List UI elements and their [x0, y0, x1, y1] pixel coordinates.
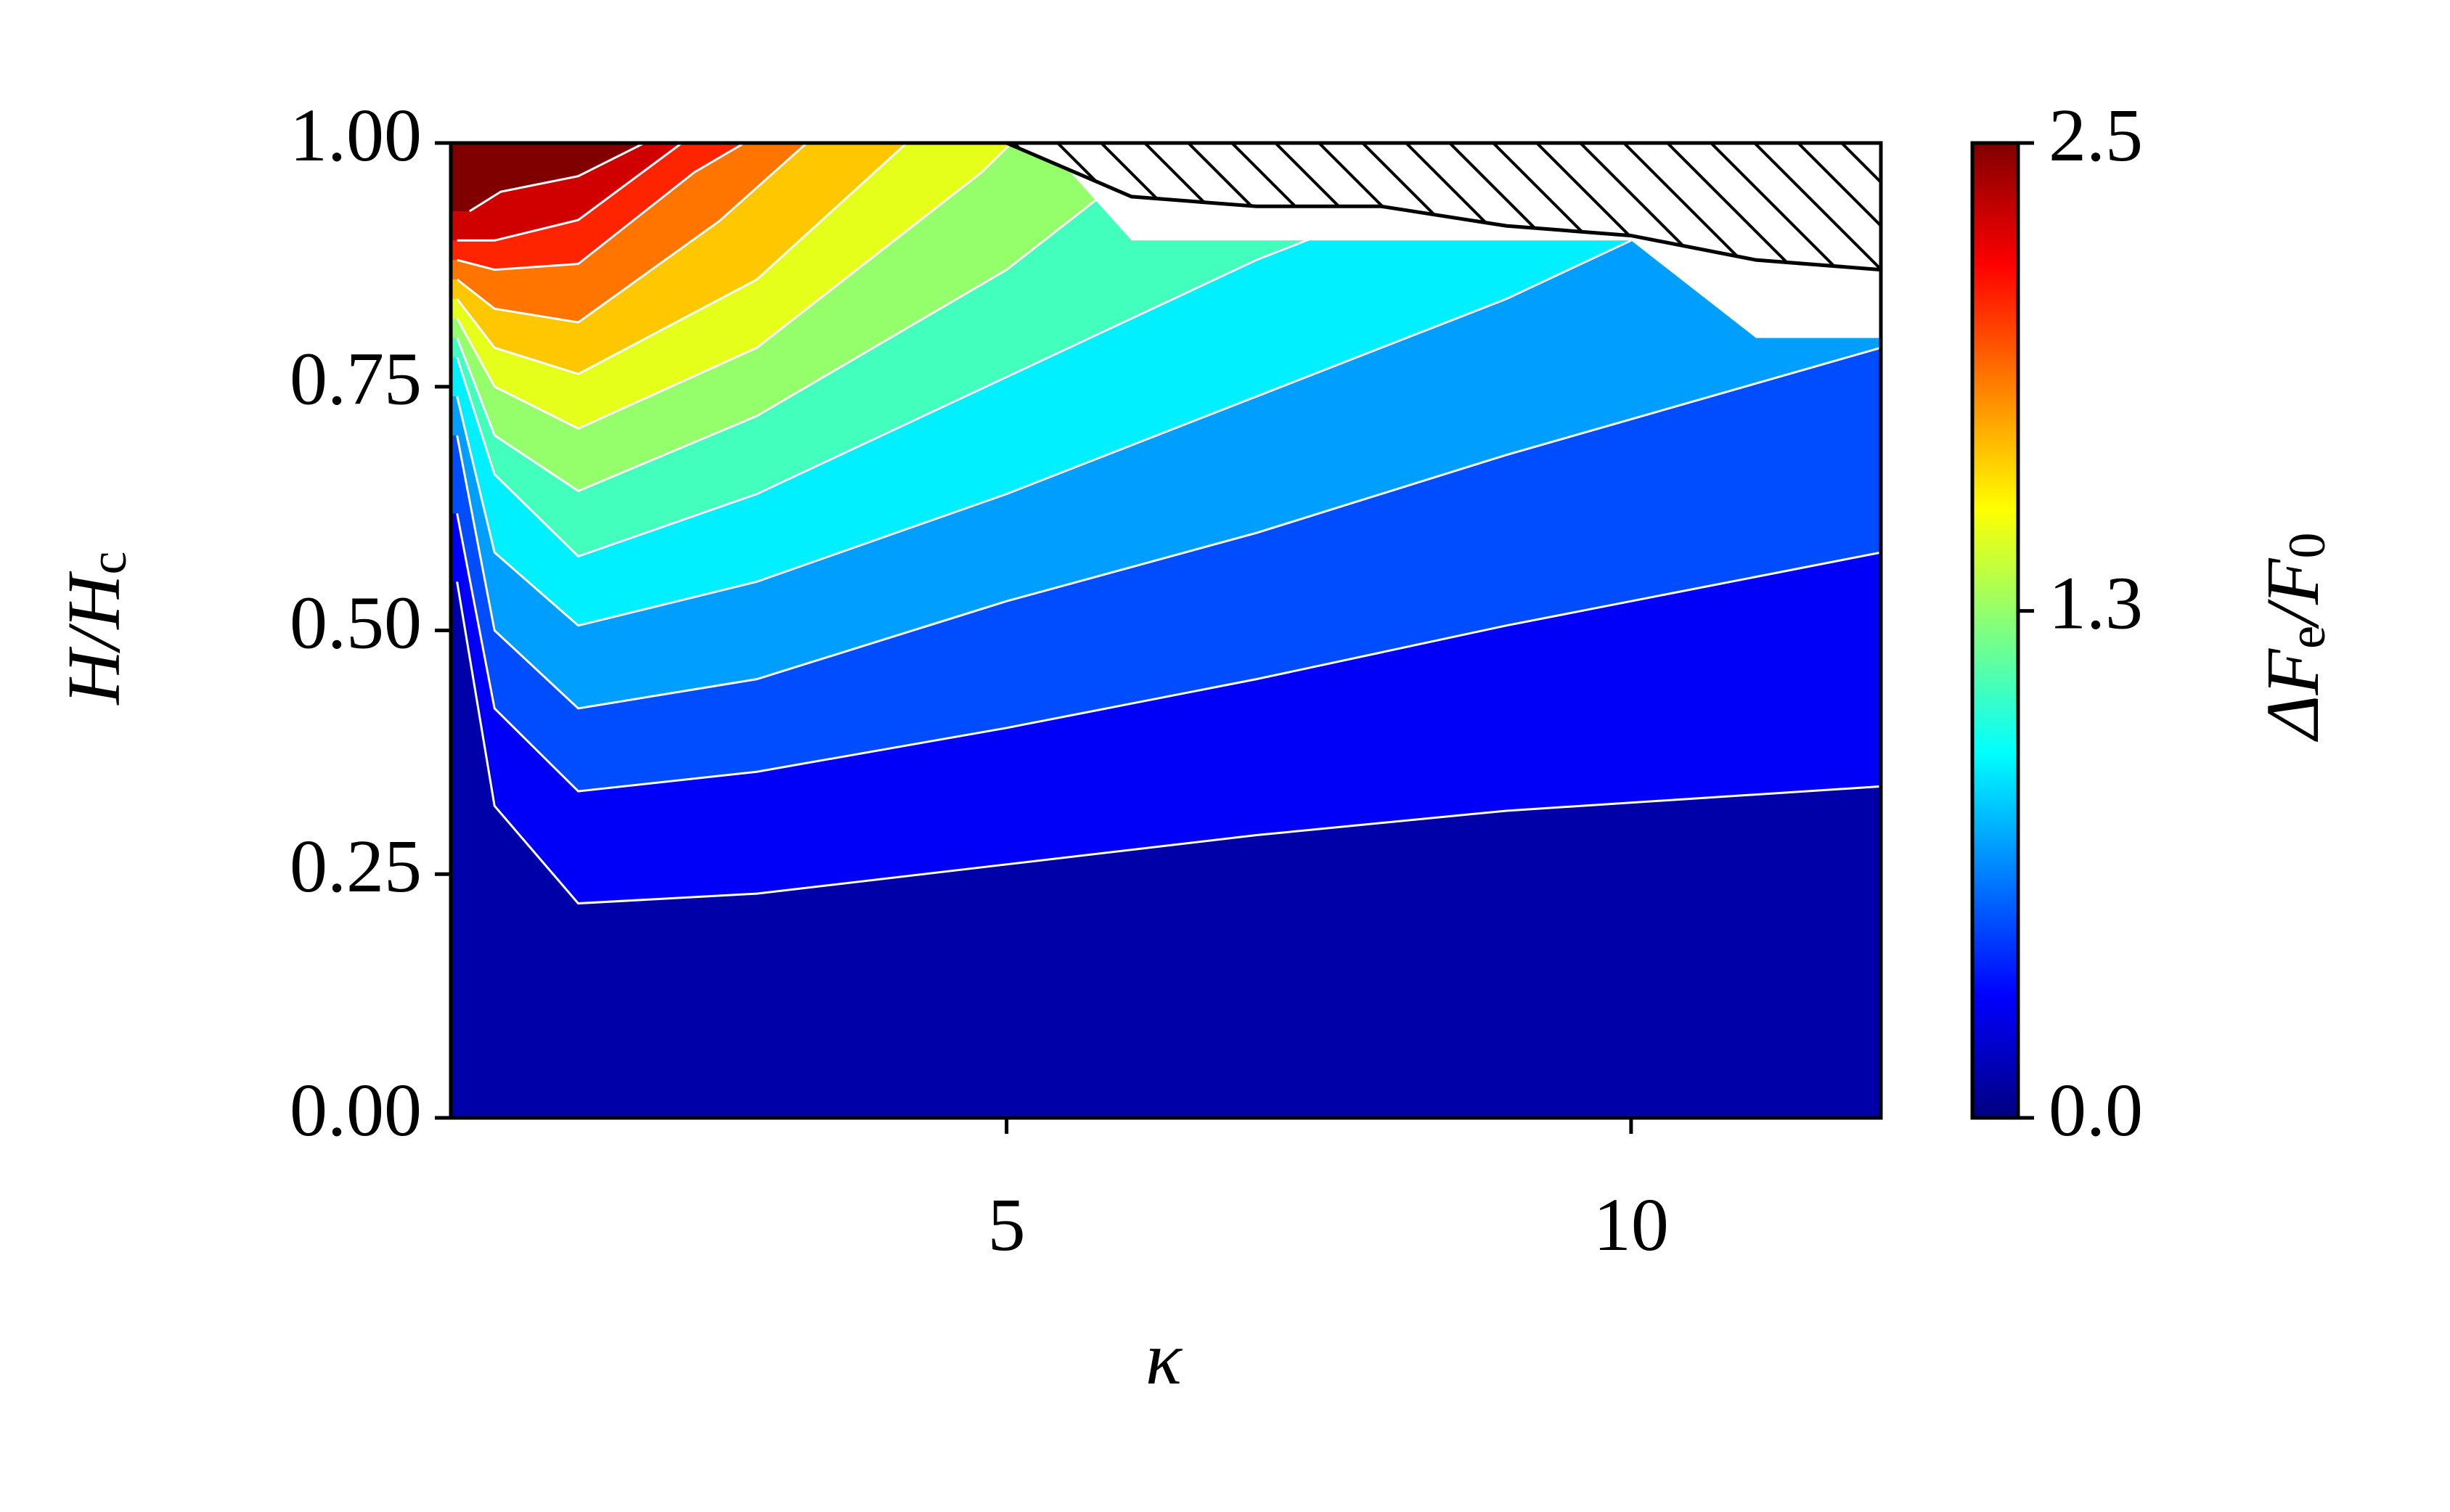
y-tick-label: 0.50	[290, 581, 422, 664]
x-tick-label: 10	[1593, 1183, 1669, 1267]
x-axis-label: κ	[1146, 1317, 1183, 1400]
contour-line	[456, 239, 1632, 627]
contour-line	[456, 210, 1382, 558]
contour-line	[456, 143, 808, 324]
contour-line	[456, 143, 908, 375]
colorbar	[1970, 141, 2020, 1120]
cbar-label-sub: e	[2278, 626, 2336, 649]
y-tick-label: 1.00	[290, 94, 422, 177]
contour-line	[456, 581, 1881, 905]
contour-line	[457, 143, 683, 242]
x-tick-label: 5	[988, 1183, 1026, 1267]
contour-line	[456, 513, 1881, 793]
plot-area	[451, 143, 1881, 1118]
contour-line	[456, 143, 1170, 493]
y-tick-label: 0.00	[290, 1068, 422, 1152]
contour-band	[451, 581, 1881, 1118]
contour-line	[456, 346, 1881, 710]
y-tick-label: 0.75	[290, 338, 422, 421]
hatched-region	[1006, 143, 1881, 270]
cbar-label-sub: 0	[2278, 533, 2336, 559]
hatched-boundary	[1005, 143, 1881, 272]
cbar-label-main: ΔF	[2251, 647, 2335, 742]
colorbar-tick-label: 1.3	[2049, 561, 2143, 645]
colorbar-tick-label: 0.0	[2049, 1068, 2143, 1152]
y-axis-label: H/Hc	[52, 551, 137, 706]
contour-line	[469, 143, 645, 213]
colorbar-tick-label: 2.5	[2049, 94, 2143, 177]
y-label-sub: c	[79, 551, 137, 574]
contour-line	[456, 143, 1013, 430]
y-tick-label: 0.25	[290, 825, 422, 908]
contour-line	[457, 143, 746, 271]
y-label-main: H/H	[52, 571, 136, 706]
cbar-label-main: /F	[2251, 557, 2335, 629]
colorbar-label: ΔFe/F0	[2251, 533, 2336, 743]
